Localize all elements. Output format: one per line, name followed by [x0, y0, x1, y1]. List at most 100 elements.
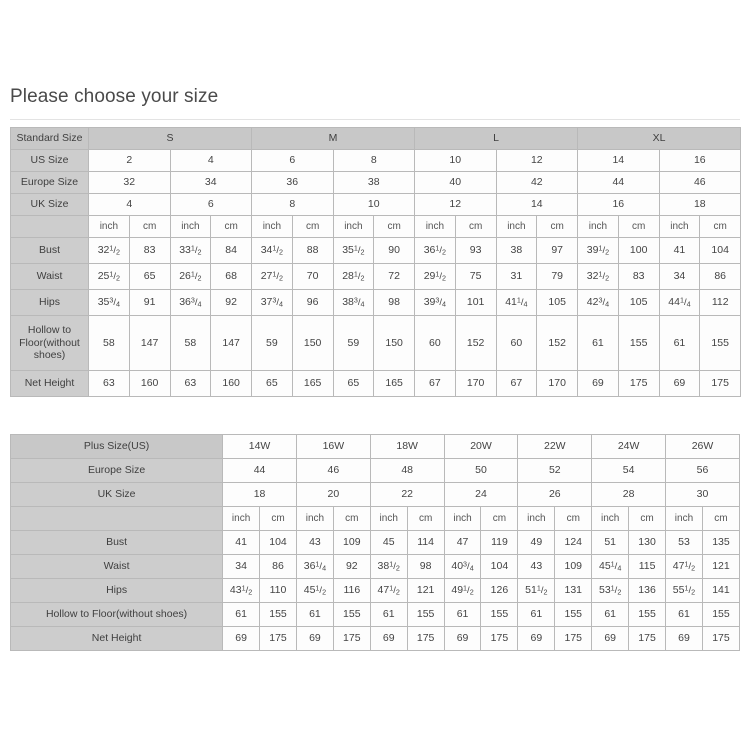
page-title: Please choose your size [10, 86, 219, 107]
plus-uk-size-cell: 20 [295, 482, 371, 507]
size-group-xl: XL [577, 127, 742, 150]
plus-net-height-row: Net Height 69 175 69 175 69 175 69 175 69 175 69 175… [9, 626, 741, 651]
hollow-to-floor-cell: 147 [128, 315, 171, 371]
unit-inch: inch [295, 506, 334, 531]
plus-size-us-cell: 22W [517, 434, 593, 459]
plus-hollow-to-floor-cell: 155 [259, 602, 297, 627]
hips-cell: 105 [536, 289, 579, 316]
plus-bust-cell: 124 [554, 530, 593, 555]
net-height-cell: 67 [495, 370, 538, 397]
unit-inch: inch [414, 215, 456, 238]
plus-size-us-cell: 20W [443, 434, 519, 459]
us-size-cell: 16 [658, 149, 742, 172]
plus-waist-cell: 98 [406, 554, 445, 579]
us-size-cell: 6 [251, 149, 334, 172]
waist-cell: 65 [128, 263, 171, 290]
unit-inch: inch [591, 506, 630, 531]
net-height-cell: 65 [251, 370, 293, 397]
unit-cm: cm [628, 506, 667, 531]
waist-cell: 271/2 [251, 263, 293, 290]
net-height-cell: 170 [454, 370, 497, 397]
unit-cm: cm [536, 215, 579, 238]
size-group-m: M [251, 127, 416, 150]
plus-hips-cell: 471/2 [369, 578, 408, 603]
plus-uk-size-cell: 28 [591, 482, 667, 507]
bust-cell: 100 [617, 237, 660, 264]
hips-cell: 423/4 [577, 289, 619, 316]
row-label-standard-size: Standard Size [10, 127, 89, 150]
hips-cell: 383/4 [332, 289, 375, 316]
hips-row: Hips 353/4 91 363/4 92 373/4 96 383/4 98 393/4 101… [10, 289, 742, 316]
plus-hips-cell: 116 [332, 578, 371, 603]
plus-bust-row: Bust 41 104 43 109 45 114 47 119 49 124 51 130 53 135 [9, 530, 741, 555]
unit-inch: inch [665, 506, 703, 531]
standard-table-body: Standard Size S M L XL US Size 2 4 6 8 10 12 14 16 Eur… [10, 127, 742, 397]
unit-inch: inch [88, 215, 130, 238]
europe-size-cell: 38 [332, 171, 416, 194]
plus-europe-size-cell: 50 [443, 458, 519, 483]
bust-cell: 321/2 [88, 237, 130, 264]
plus-net-height-cell: 175 [701, 626, 741, 651]
waist-cell: 34 [658, 263, 701, 290]
plus-size-us-row: Plus Size(US) 14W 16W 18W 20W 22W 24W 26W [9, 434, 740, 459]
plus-hollow-to-floor-cell: 61 [222, 602, 261, 627]
plus-waist-cell: 381/2 [369, 554, 408, 579]
plus-bust-cell: 135 [701, 530, 741, 555]
plus-hollow-to-floor-cell: 61 [591, 602, 630, 627]
europe-size-cell: 34 [169, 171, 253, 194]
plus-net-height-cell: 175 [406, 626, 445, 651]
unit-row: inch cm inch cm inch cm inch cm inch cm inch cm inch… [10, 215, 742, 238]
us-size-cell: 8 [332, 149, 416, 172]
plus-europe-size-cell: 54 [591, 458, 667, 483]
plus-waist-cell: 361/4 [295, 554, 334, 579]
bust-cell: 38 [495, 237, 538, 264]
bust-cell: 84 [210, 237, 253, 264]
hips-cell: 112 [699, 289, 742, 316]
plus-hips-cell: 126 [480, 578, 519, 603]
waist-cell: 321/2 [577, 263, 619, 290]
plus-hollow-to-floor-cell: 155 [332, 602, 371, 627]
bust-cell: 361/2 [414, 237, 456, 264]
hollow-to-floor-cell: 150 [373, 315, 416, 371]
unit-cm: cm [699, 215, 742, 238]
bust-cell: 341/2 [251, 237, 293, 264]
plus-waist-cell: 451/4 [591, 554, 630, 579]
net-height-row: Net Height 63 160 63 160 65 165 65 165 67 170 67 170… [10, 370, 742, 397]
plus-bust-cell: 47 [443, 530, 482, 555]
waist-cell: 31 [495, 263, 538, 290]
net-height-cell: 67 [414, 370, 456, 397]
hollow-to-floor-cell: 152 [454, 315, 497, 371]
plus-waist-cell: 86 [259, 554, 297, 579]
waist-cell: 68 [210, 263, 253, 290]
uk-size-cell: 8 [251, 193, 334, 216]
plus-bust-cell: 109 [332, 530, 371, 555]
net-height-cell: 69 [658, 370, 701, 397]
hips-cell: 91 [128, 289, 171, 316]
unit-inch: inch [251, 215, 293, 238]
plus-hollow-to-floor-cell: 61 [295, 602, 334, 627]
plus-net-height-cell: 175 [554, 626, 593, 651]
plus-table-body: Plus Size(US) 14W 16W 18W 20W 22W 24W 26W Europe… [9, 434, 741, 651]
plus-waist-cell: 34 [222, 554, 261, 579]
plus-waist-row: Waist 34 86 361/4 92 381/2 98 403/4 104 43 109 451/… [9, 554, 741, 579]
europe-size-row: Europe Size 32 34 36 38 40 42 44 46 [10, 171, 742, 194]
unit-inch: inch [169, 215, 212, 238]
unit-inch: inch [517, 506, 556, 531]
plus-bust-cell: 51 [591, 530, 630, 555]
plus-bust-cell: 114 [406, 530, 445, 555]
size-group-l: L [414, 127, 579, 150]
plus-europe-size-cell: 52 [517, 458, 593, 483]
us-size-cell: 4 [169, 149, 253, 172]
plus-hollow-to-floor-cell: 61 [443, 602, 482, 627]
hips-cell: 353/4 [88, 289, 130, 316]
plus-hips-cell: 131 [554, 578, 593, 603]
row-label-europe-size: Europe Size [10, 171, 89, 194]
plus-net-height-cell: 69 [591, 626, 630, 651]
hips-cell: 98 [373, 289, 416, 316]
row-label-plus-uk-size: UK Size [9, 482, 224, 507]
unit-cm: cm [373, 215, 416, 238]
plus-hollow-to-floor-cell: 155 [554, 602, 593, 627]
plus-waist-cell: 121 [701, 554, 741, 579]
net-height-cell: 160 [128, 370, 171, 397]
